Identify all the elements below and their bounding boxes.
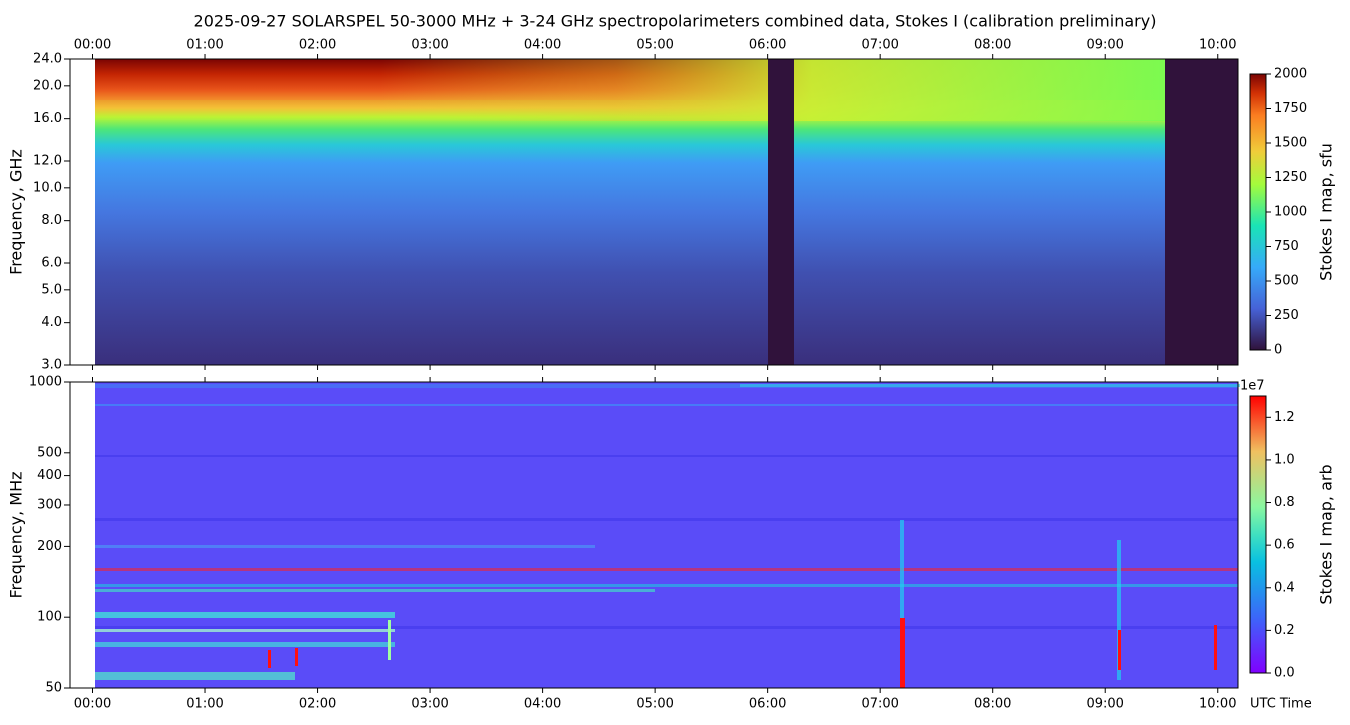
- heatmap-bottom: [95, 382, 1240, 688]
- plot-frame: [69, 58, 1239, 366]
- y-tick-label: 8.0: [41, 213, 62, 228]
- x-tick-label: 07:00: [861, 38, 898, 53]
- colorbar-label: Stokes I map, sfu: [1317, 143, 1336, 281]
- y-tick-label: 16.0: [33, 111, 62, 126]
- x-tick-label: 01:00: [186, 697, 223, 712]
- colorbar-label: Stokes I map, arb: [1317, 464, 1336, 604]
- x-tick-label: 06:00: [749, 697, 786, 712]
- y-axis-label: Frequency, MHz: [7, 471, 26, 598]
- y-tick-label: 4.0: [41, 315, 62, 330]
- x-tick-label: 04:00: [524, 697, 561, 712]
- chart-title: 2025-09-27 SOLARSPEL 50-3000 MHz + 3-24 …: [194, 12, 1157, 31]
- colorbar: [1249, 73, 1267, 351]
- colorbar-tick-label: 500: [1274, 274, 1299, 289]
- plot-frame: [69, 381, 1239, 689]
- x-tick-label: 00:00: [74, 38, 111, 53]
- x-tick-label: 03:00: [411, 697, 448, 712]
- x-tick-label: 10:00: [1199, 38, 1236, 53]
- colorbar-tick-label: 0.0: [1274, 666, 1295, 681]
- x-tick-label: 09:00: [1086, 697, 1123, 712]
- y-tick-label: 50: [45, 681, 62, 696]
- x-tick-label: 03:00: [411, 38, 448, 53]
- heatmap-top: [95, 59, 1238, 365]
- colorbar-tick-label: 250: [1274, 308, 1299, 323]
- colorbar-tick-label: 0.8: [1274, 495, 1295, 510]
- x-tick-label: 08:00: [974, 697, 1011, 712]
- colorbar-tick-label: 0: [1274, 343, 1282, 358]
- x-tick-label: 01:00: [186, 38, 223, 53]
- y-tick-label: 500: [37, 445, 62, 460]
- colorbar-tick-label: 0.2: [1274, 623, 1295, 638]
- y-tick-label: 5.0: [41, 282, 62, 297]
- y-tick-label: 1000: [29, 375, 62, 390]
- x-tick-label: 04:00: [524, 38, 561, 53]
- y-tick-label: 24.0: [33, 52, 62, 67]
- y-tick-label: 300: [37, 497, 62, 512]
- x-tick-label: 10:00: [1199, 697, 1236, 712]
- y-tick-label: 100: [37, 610, 62, 625]
- x-tick-label: 07:00: [861, 697, 898, 712]
- colorbar-tick-label: 0.4: [1274, 580, 1295, 595]
- colorbar-tick-label: 1250: [1274, 170, 1307, 185]
- x-axis-label: UTC Time: [1250, 697, 1312, 712]
- x-tick-label: 06:00: [749, 38, 786, 53]
- x-tick-label: 05:00: [636, 697, 673, 712]
- colorbar-tick-label: 1.0: [1274, 452, 1295, 467]
- colorbar-tick-label: 2000: [1274, 67, 1307, 82]
- y-tick-label: 400: [37, 468, 62, 483]
- colorbar-tick-label: 750: [1274, 239, 1299, 254]
- y-tick-label: 12.0: [33, 154, 62, 169]
- x-tick-label: 02:00: [299, 697, 336, 712]
- colorbar-tick-label: 0.6: [1274, 538, 1295, 553]
- y-tick-label: 10.0: [33, 180, 62, 195]
- y-tick-label: 20.0: [33, 78, 62, 93]
- colorbar-offset: 1e7: [1240, 379, 1265, 394]
- x-tick-label: 08:00: [974, 38, 1011, 53]
- colorbar-tick-label: 1500: [1274, 136, 1307, 151]
- colorbar-tick-label: 1000: [1274, 205, 1307, 220]
- colorbar-tick-label: 1750: [1274, 101, 1307, 116]
- y-tick-label: 3.0: [41, 358, 62, 373]
- x-tick-label: 05:00: [636, 38, 673, 53]
- x-tick-label: 02:00: [299, 38, 336, 53]
- x-tick-label: 00:00: [74, 697, 111, 712]
- x-tick-label: 09:00: [1086, 38, 1123, 53]
- y-tick-label: 6.0: [41, 256, 62, 271]
- colorbar: [1249, 395, 1267, 674]
- colorbar-tick-label: 1.2: [1274, 410, 1295, 425]
- y-tick-label: 200: [37, 539, 62, 554]
- y-axis-label: Frequency, GHz: [7, 149, 26, 275]
